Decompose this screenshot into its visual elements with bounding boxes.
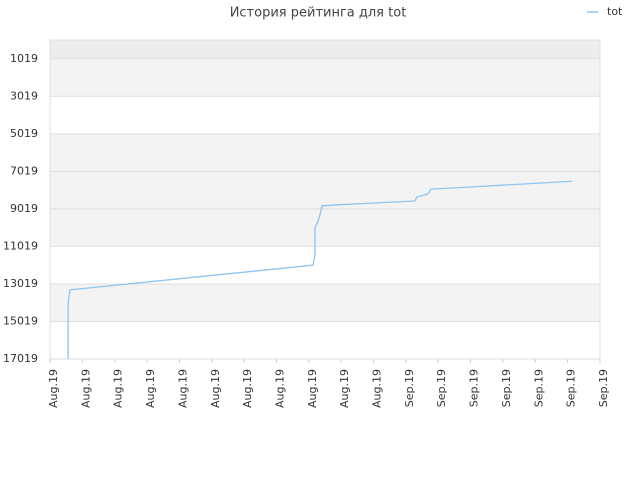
plot-band — [50, 96, 600, 134]
line-series — [67, 180, 573, 359]
x-tick-label: Sep.19 — [565, 369, 578, 407]
y-tick-label: 11019 — [3, 239, 38, 252]
y-tick-label: 17019 — [3, 352, 38, 365]
y-tick-label: 9019 — [10, 202, 38, 215]
chart-title: История рейтинга для tot — [230, 6, 407, 21]
plot-band — [50, 171, 600, 209]
x-tick-label: Sep.19 — [435, 369, 448, 407]
x-tick-label: Aug.19 — [47, 369, 60, 408]
x-tick-label: Aug.19 — [306, 369, 319, 408]
x-tick-label: Sep.19 — [468, 369, 481, 407]
x-tick-label: Aug.19 — [241, 369, 254, 408]
x-tick-label: Sep.19 — [500, 369, 513, 407]
y-tick-label: 13019 — [3, 277, 38, 290]
y-tick-label: 7019 — [10, 164, 38, 177]
x-tick-label: Aug.19 — [112, 369, 125, 408]
x-tick-label: Sep.19 — [532, 369, 545, 407]
x-tick-label: Aug.19 — [273, 369, 286, 408]
plot-band — [50, 208, 600, 247]
legend-label: tot — [607, 5, 623, 18]
plot-band — [50, 246, 600, 284]
plot-band — [50, 283, 600, 322]
y-tick-label: 5019 — [10, 127, 38, 140]
plot-band — [50, 40, 600, 59]
plot-band — [50, 321, 600, 359]
plot-band — [50, 58, 600, 97]
y-tick-label: 1019 — [10, 52, 38, 65]
x-tick-label: Aug.19 — [176, 369, 189, 408]
x-tick-label: Sep.19 — [597, 369, 610, 407]
plot-band — [50, 133, 600, 172]
y-tick-label: 15019 — [3, 314, 38, 327]
x-tick-label: Aug.19 — [371, 369, 384, 408]
x-tick-label: Sep.19 — [403, 369, 416, 407]
x-tick-label: Aug.19 — [144, 369, 157, 408]
x-tick-label: Aug.19 — [338, 369, 351, 408]
x-tick-label: Aug.19 — [209, 369, 222, 408]
y-tick-label: 3019 — [10, 89, 38, 102]
x-tick-label: Aug.19 — [79, 369, 92, 408]
